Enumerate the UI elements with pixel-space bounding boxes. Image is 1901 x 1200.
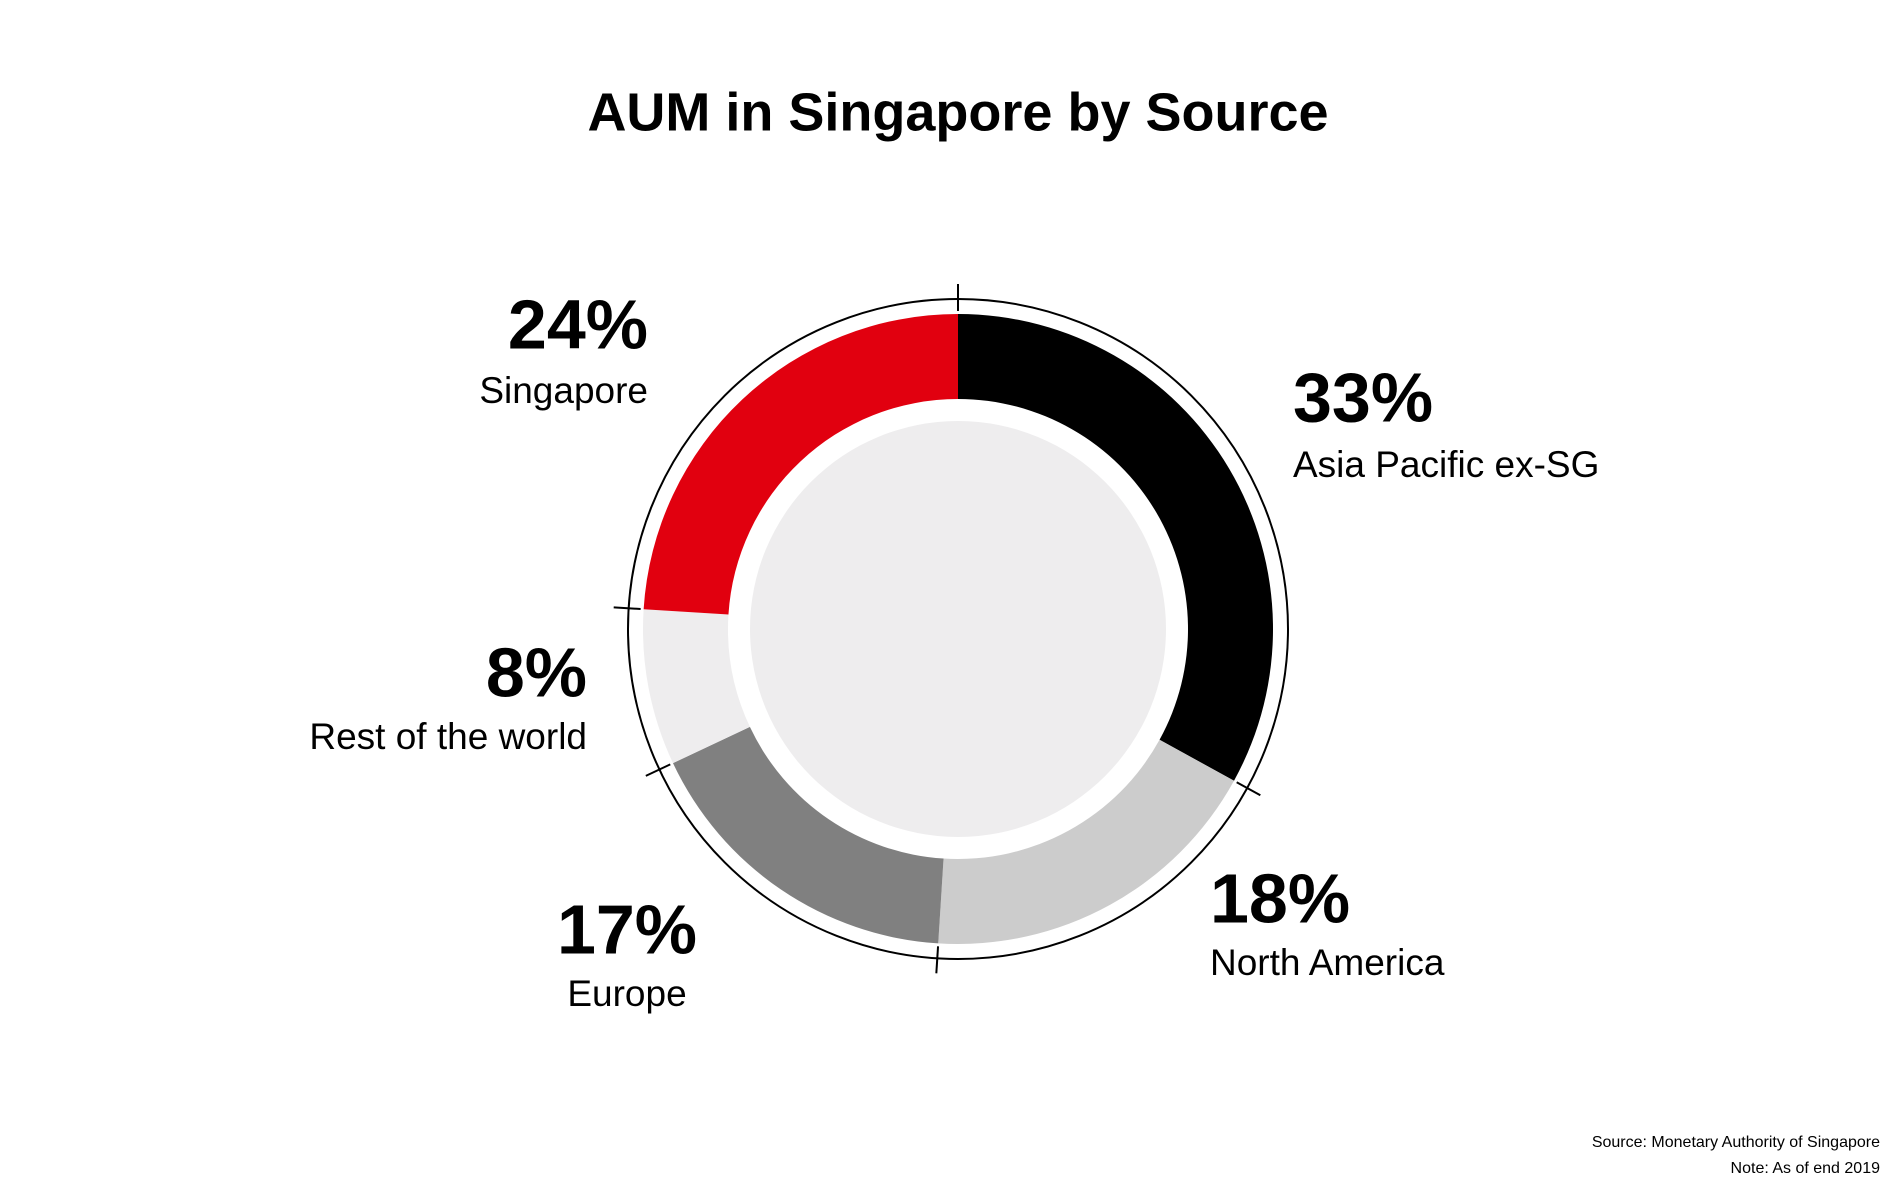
value-label: 24%: [508, 285, 648, 363]
source-note: Source: Monetary Authority of Singapore: [1592, 1134, 1880, 1151]
slice: [672, 726, 944, 944]
boundary-tick: [613, 606, 641, 611]
boundary-tick: [645, 763, 671, 777]
date-note: Note: As of end 2019: [1731, 1160, 1881, 1177]
category-label: Singapore: [479, 370, 648, 411]
value-label: 33%: [1293, 358, 1433, 436]
category-label: Asia Pacific ex-SG: [1293, 444, 1599, 485]
category-label: North America: [1210, 942, 1445, 983]
category-label: Rest of the world: [309, 716, 587, 757]
slice: [643, 314, 958, 615]
inner-disk: [750, 421, 1166, 837]
value-label: 18%: [1210, 859, 1350, 937]
chart-title: AUM in Singapore by Source: [587, 82, 1328, 142]
boundary-tick: [1236, 781, 1261, 797]
slice: [643, 609, 750, 764]
slice: [938, 739, 1235, 944]
value-label: 8%: [486, 633, 587, 711]
slice: [958, 314, 1274, 781]
boundary-tick: [935, 946, 940, 974]
value-label: 17%: [557, 890, 697, 968]
category-label: Europe: [567, 973, 686, 1014]
